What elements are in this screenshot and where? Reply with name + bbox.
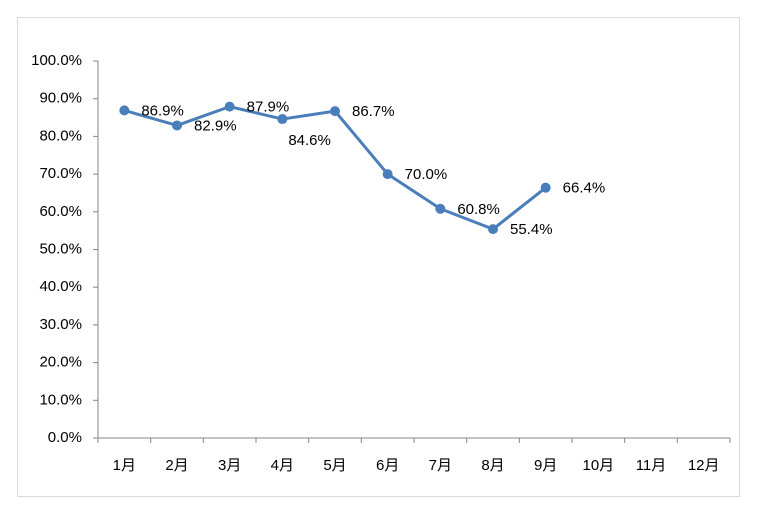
y-tick-label: 80.0%	[39, 127, 82, 144]
y-tick-label: 60.0%	[39, 203, 82, 220]
y-tick-label: 0.0%	[48, 429, 82, 446]
data-label: 87.9%	[247, 99, 290, 116]
marker	[435, 203, 446, 214]
data-label: 86.9%	[141, 102, 184, 119]
x-tick-label: 7月	[429, 457, 452, 474]
x-tick-label: 2月	[165, 457, 188, 474]
y-tick-label: 100.0%	[31, 52, 82, 69]
x-tick-label: 9月	[534, 457, 557, 474]
y-tick-label: 50.0%	[39, 240, 82, 257]
marker	[540, 182, 551, 193]
y-tick-label: 40.0%	[39, 278, 82, 295]
marker	[382, 169, 393, 180]
y-tick-label: 90.0%	[39, 90, 82, 107]
data-label: 55.4%	[510, 221, 553, 238]
x-tick-label: 8月	[481, 457, 504, 474]
y-tick-label: 10.0%	[39, 391, 82, 408]
marker	[224, 101, 235, 112]
chart-border	[17, 17, 740, 497]
x-tick-label: 10月	[582, 457, 614, 474]
marker	[119, 105, 130, 116]
marker	[172, 120, 182, 131]
x-tick-label: 3月	[218, 457, 241, 474]
data-label: 82.9%	[194, 117, 237, 134]
x-tick-label: 6月	[376, 457, 399, 474]
marker	[330, 106, 340, 117]
x-tick-label: 1月	[113, 457, 136, 474]
x-tick-label: 5月	[323, 457, 346, 474]
marker	[277, 114, 288, 125]
x-tick-label: 4月	[271, 457, 294, 474]
x-tick-label: 12月	[688, 457, 720, 474]
x-tick-label: 11月	[636, 457, 667, 474]
y-tick-label: 70.0%	[39, 165, 82, 182]
data-label: 70.0%	[405, 166, 448, 183]
data-label: 84.6%	[288, 132, 331, 149]
y-tick-label: 30.0%	[39, 316, 82, 333]
data-label: 86.7%	[352, 103, 395, 120]
data-label: 60.8%	[457, 201, 500, 218]
y-tick-label: 20.0%	[39, 354, 82, 371]
data-label: 66.4%	[563, 180, 606, 197]
marker	[488, 224, 498, 235]
